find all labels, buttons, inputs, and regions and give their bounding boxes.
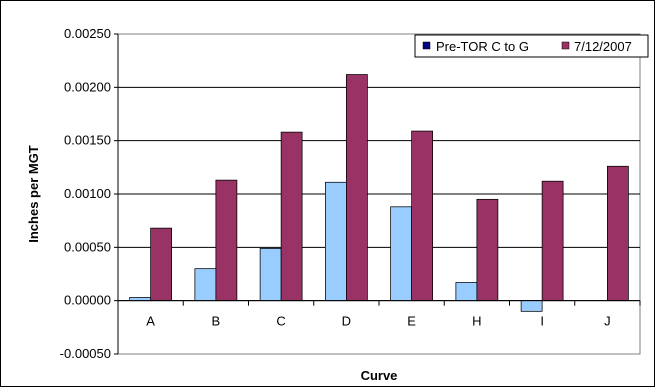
y-tick-label: 0.00250	[64, 26, 111, 41]
bar-2007-I	[541, 180, 564, 302]
x-tick-label: J	[604, 314, 611, 329]
legend-label-2007: 7/12/2007	[574, 39, 632, 54]
y-tick-label: -0.00050	[60, 346, 111, 361]
bar-2007-B	[215, 179, 238, 302]
y-tick-label: 0.00000	[64, 293, 111, 308]
legend-swatch-pre-tor	[422, 41, 431, 50]
x-tick-label: H	[472, 314, 481, 329]
bar-pre-tor-D	[325, 181, 347, 302]
bar-2007-E	[411, 130, 433, 302]
bar-pre-tor-B	[194, 268, 217, 302]
legend-box	[414, 34, 649, 58]
bar-2007-A	[150, 227, 172, 302]
legend: Pre-TOR C to G 7/12/2007	[414, 34, 649, 58]
x-tick-label: E	[407, 314, 416, 329]
bar-2007-J	[607, 165, 629, 302]
bars	[129, 74, 629, 312]
y-tick-label: 0.00100	[64, 186, 111, 201]
bar-pre-tor-I	[520, 300, 543, 312]
x-tick-label: D	[342, 314, 351, 329]
bar-pre-tor-H	[455, 282, 478, 302]
x-tick-label: I	[540, 314, 544, 329]
bar-pre-tor-C	[259, 248, 282, 302]
axes: -0.00050 0.00000 0.00050 0.00100 0.00150 0.00…	[60, 26, 641, 361]
bar-2007-D	[346, 74, 368, 302]
y-tick-label: 0.00150	[64, 133, 111, 148]
x-tick-label: C	[276, 314, 285, 329]
x-tick-label: A	[146, 314, 155, 329]
x-axis-title: Curve	[361, 368, 398, 383]
bar-pre-tor-E	[390, 206, 412, 302]
y-axis-title: Inches per MGT	[26, 145, 41, 243]
y-tick-label: 0.00200	[64, 79, 111, 94]
y-tick-label: 0.00050	[64, 239, 111, 254]
bar-2007-C	[280, 131, 303, 302]
x-tick-label: B	[212, 314, 221, 329]
legend-label-pre-tor: Pre-TOR C to G	[436, 39, 529, 54]
bar-2007-H	[476, 198, 499, 302]
legend-swatch-2007	[561, 41, 570, 50]
